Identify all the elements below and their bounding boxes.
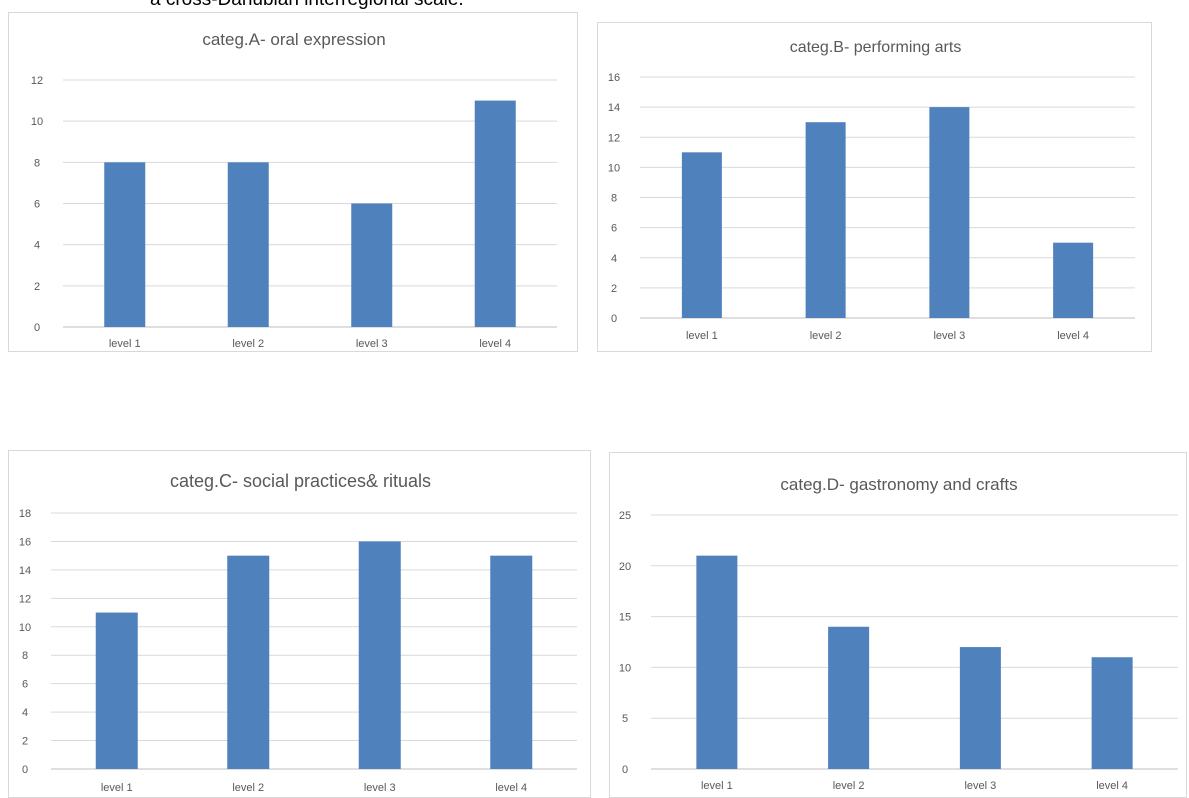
x-tick-label-level-2: level 2 bbox=[232, 338, 264, 350]
bar-level-1 bbox=[95, 612, 138, 769]
bar-level-3 bbox=[929, 107, 970, 318]
bar-level-1 bbox=[696, 555, 738, 769]
bar-level-1 bbox=[681, 152, 722, 318]
y-tick-label: 10 bbox=[608, 162, 620, 174]
bar-level-4 bbox=[1053, 242, 1094, 318]
bar-level-2 bbox=[227, 555, 270, 769]
y-tick-label: 14 bbox=[608, 102, 620, 114]
y-tick-label: 8 bbox=[22, 650, 28, 662]
y-tick-label: 2 bbox=[22, 736, 28, 748]
y-tick-label: 6 bbox=[611, 223, 617, 235]
x-tick-label-level-3: level 3 bbox=[364, 782, 396, 794]
y-tick-label: 0 bbox=[611, 313, 617, 325]
chart-title: categ.D- gastronomy and crafts bbox=[780, 475, 1017, 494]
y-tick-label: 4 bbox=[611, 253, 617, 265]
cut-off-caption: a cross-Danubian interregional scale. bbox=[150, 0, 464, 11]
bar-level-4 bbox=[490, 555, 533, 769]
bar-level-3 bbox=[351, 203, 393, 327]
bar-level-3 bbox=[959, 647, 1001, 769]
x-tick-label-level-1: level 1 bbox=[101, 782, 133, 794]
chart-title: categ.C- social practices& rituals bbox=[170, 471, 431, 491]
y-tick-label: 2 bbox=[34, 281, 40, 293]
y-tick-label: 16 bbox=[608, 72, 620, 84]
chart-oral-expression: categ.A- oral expression 0 2 4 6 8 10 12 level 1… bbox=[8, 12, 578, 352]
x-tick-label-level-3: level 3 bbox=[933, 330, 965, 342]
chart-gastronomy-crafts: categ.D- gastronomy and crafts 0 5 10 15 20 25… bbox=[609, 452, 1187, 798]
chart-svg-oral-expression: categ.A- oral expression 0 2 4 6 8 10 12 level 1… bbox=[31, 30, 557, 350]
x-tick-label-level-4: level 4 bbox=[495, 782, 527, 794]
x-tick-label-level-1: level 1 bbox=[109, 338, 141, 350]
chart-svg-performing-arts: categ.B- performing arts 0 2 4 6 8 10 12 14 16 lev… bbox=[608, 39, 1135, 342]
chart-performing-arts: categ.B- performing arts 0 2 4 6 8 10 12 14 16 lev… bbox=[597, 22, 1152, 352]
y-tick-label: 15 bbox=[619, 612, 631, 624]
x-tick-label-level-4: level 4 bbox=[1096, 780, 1128, 792]
y-tick-label: 0 bbox=[622, 764, 628, 776]
y-tick-label: 10 bbox=[619, 662, 631, 674]
bar-level-2 bbox=[828, 626, 870, 769]
x-tick-label-level-2: level 2 bbox=[810, 330, 842, 342]
x-tick-label-level-2: level 2 bbox=[232, 782, 264, 794]
y-tick-label: 25 bbox=[619, 510, 631, 522]
chart-social-practices-rituals: categ.C- social practices& rituals 0 2 4 6 8 1… bbox=[8, 450, 591, 798]
bar-level-2 bbox=[227, 162, 269, 327]
y-tick-label: 20 bbox=[619, 561, 631, 573]
chart-svg-social-practices-rituals: categ.C- social practices& rituals 0 2 4 6 8 1… bbox=[19, 471, 577, 794]
y-tick-label: 6 bbox=[22, 679, 28, 691]
y-tick-label: 12 bbox=[608, 132, 620, 144]
y-tick-label: 4 bbox=[22, 707, 28, 719]
y-tick-label: 6 bbox=[34, 199, 40, 211]
bar-level-4 bbox=[1091, 657, 1133, 769]
x-tick-label-level-3: level 3 bbox=[356, 338, 388, 350]
y-tick-label: 5 bbox=[622, 713, 628, 725]
x-tick-label-level-3: level 3 bbox=[964, 780, 996, 792]
bar-level-3 bbox=[358, 541, 401, 769]
y-tick-label: 16 bbox=[19, 536, 31, 548]
bar-level-4 bbox=[474, 100, 516, 327]
y-tick-label: 12 bbox=[19, 593, 31, 605]
x-tick-label-level-4: level 4 bbox=[1057, 330, 1089, 342]
y-tick-label: 2 bbox=[611, 283, 617, 295]
bar-level-1 bbox=[104, 162, 146, 327]
chart-title: categ.B- performing arts bbox=[790, 39, 962, 56]
y-tick-label: 14 bbox=[19, 565, 31, 577]
chart-title: categ.A- oral expression bbox=[202, 30, 385, 49]
y-tick-label: 0 bbox=[34, 322, 40, 334]
x-tick-label-level-1: level 1 bbox=[686, 330, 718, 342]
chart-svg-gastronomy-crafts: categ.D- gastronomy and crafts 0 5 10 15 20 25… bbox=[619, 475, 1178, 792]
y-tick-label: 10 bbox=[19, 622, 31, 634]
y-tick-label: 18 bbox=[19, 508, 31, 520]
y-tick-label: 4 bbox=[34, 240, 40, 252]
y-tick-label: 8 bbox=[611, 193, 617, 205]
y-tick-label: 12 bbox=[31, 75, 43, 87]
y-tick-label: 0 bbox=[22, 764, 28, 776]
x-tick-label-level-2: level 2 bbox=[833, 780, 865, 792]
y-tick-label: 8 bbox=[34, 157, 40, 169]
x-tick-label-level-1: level 1 bbox=[701, 780, 733, 792]
y-tick-label: 10 bbox=[31, 116, 43, 128]
bar-level-2 bbox=[805, 122, 846, 318]
x-tick-label-level-4: level 4 bbox=[479, 338, 511, 350]
